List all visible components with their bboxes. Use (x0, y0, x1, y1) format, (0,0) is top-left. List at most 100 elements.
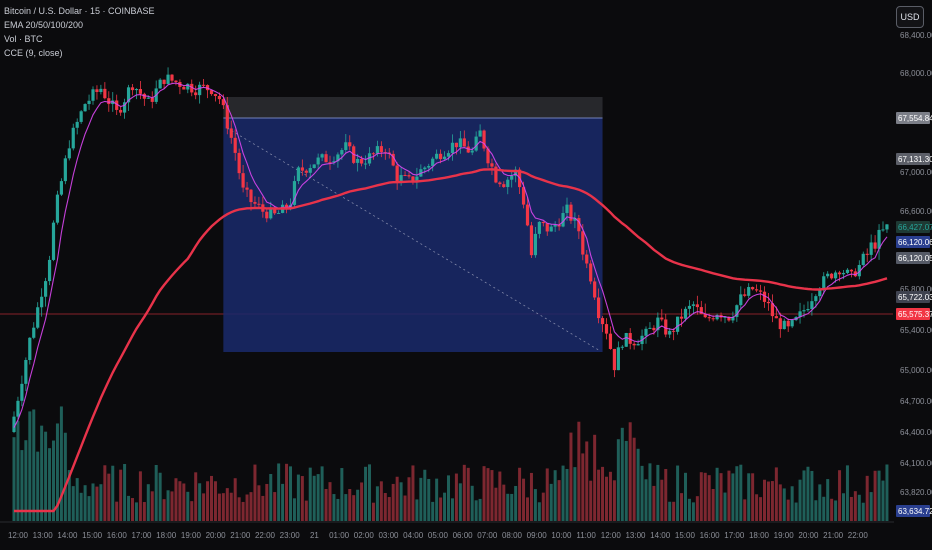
candle (743, 294, 747, 296)
candle (87, 100, 91, 105)
volume-bar (123, 464, 127, 521)
candle (723, 316, 727, 318)
candle (415, 176, 419, 182)
candle (616, 347, 620, 371)
volume-bar (743, 499, 747, 521)
volume-bar (857, 494, 861, 521)
volume-bar (533, 489, 537, 521)
price-tag: 66,427.07 (896, 221, 932, 233)
candle (32, 327, 36, 338)
volume-bar (849, 496, 853, 521)
candle (462, 138, 466, 147)
candle (679, 316, 684, 319)
candle (71, 127, 75, 149)
volume-bar (656, 464, 660, 521)
volume-bar (273, 492, 277, 521)
volume-bar (486, 468, 490, 521)
volume-bar (569, 432, 573, 521)
volume-bar (217, 493, 221, 521)
price-tick-label: 66,600.00 (900, 207, 932, 216)
time-tick-label: 03:00 (378, 531, 399, 540)
time-tick-label: 06:00 (453, 531, 474, 540)
volume-bar (640, 465, 644, 521)
price-tag-bg (896, 291, 930, 303)
volume-bar (419, 477, 423, 521)
volume-bar (174, 478, 178, 521)
price-tag: 65,575.37 (896, 308, 932, 320)
volume-bar (210, 475, 213, 521)
time-tick-label: 04:00 (403, 531, 424, 540)
volume-bar (16, 421, 20, 521)
volume-bar (715, 467, 719, 521)
volume-bar (478, 498, 482, 521)
price-axis (894, 0, 932, 550)
volume-bar (806, 466, 810, 521)
volume-bar (518, 467, 522, 521)
candle (810, 301, 814, 310)
volume-bar (557, 480, 561, 521)
currency-button[interactable]: USD (896, 6, 924, 28)
candle (687, 305, 692, 309)
volume-bar (40, 425, 44, 521)
volume-bar (67, 470, 71, 521)
legend-volume[interactable]: Vol · BTC (4, 34, 43, 44)
volume-bar (628, 422, 632, 521)
legend-cce[interactable]: CCE (9, close) (4, 48, 63, 58)
volume-bar (170, 491, 174, 521)
volume-bar (427, 478, 431, 521)
candle (356, 158, 360, 163)
price-tag-bg (896, 153, 930, 165)
volume-bar (158, 472, 162, 521)
price-tag: 67,554.84 (896, 112, 932, 124)
volume-bar (44, 431, 48, 521)
time-tick-label: 17:00 (131, 531, 152, 540)
candle (55, 194, 60, 223)
candle (624, 333, 628, 347)
volume-bar (601, 466, 605, 521)
candle (126, 87, 131, 103)
volume-bar (229, 492, 233, 521)
volume-bar (285, 463, 289, 521)
candle (774, 316, 778, 319)
time-tick-label: 19:00 (181, 531, 202, 540)
volume-bar (782, 488, 786, 521)
candle (395, 165, 399, 182)
volume-bar (269, 473, 273, 521)
volume-bar (111, 465, 115, 521)
candle (573, 218, 577, 221)
candle (782, 320, 786, 330)
volume-bar (186, 491, 190, 521)
legend-symbol-title[interactable]: Bitcoin / U.S. Dollar · 15 · COINBASE (4, 6, 155, 16)
volume-bar (119, 469, 123, 521)
volume-bar (391, 483, 395, 521)
candle (498, 182, 502, 185)
volume-bar (241, 501, 245, 521)
time-tick-label: 10:00 (551, 531, 572, 540)
legend-ema[interactable]: EMA 20/50/100/200 (4, 20, 84, 30)
candle (63, 158, 67, 182)
volume-bar (794, 502, 798, 521)
volume-bar (853, 491, 857, 521)
price-tag-label: 63,634.72 (898, 507, 932, 516)
volume-bar (312, 475, 316, 521)
candle (648, 327, 652, 329)
volume-bar (699, 472, 703, 521)
candle (138, 88, 142, 94)
price-tag-bg (896, 236, 930, 248)
volume-bar (644, 479, 648, 521)
volume-bar (474, 500, 478, 521)
candle (316, 157, 320, 165)
candle (877, 229, 881, 249)
indicator-layer (13, 82, 888, 513)
candle (237, 152, 241, 174)
volume-bar (668, 501, 672, 521)
candle (253, 202, 257, 204)
candle (348, 142, 352, 147)
time-tick-label: 21:00 (823, 531, 844, 540)
candle (703, 313, 707, 318)
volume-bar (371, 502, 375, 521)
candle (217, 95, 221, 100)
candle (439, 153, 443, 160)
candle (818, 289, 822, 297)
